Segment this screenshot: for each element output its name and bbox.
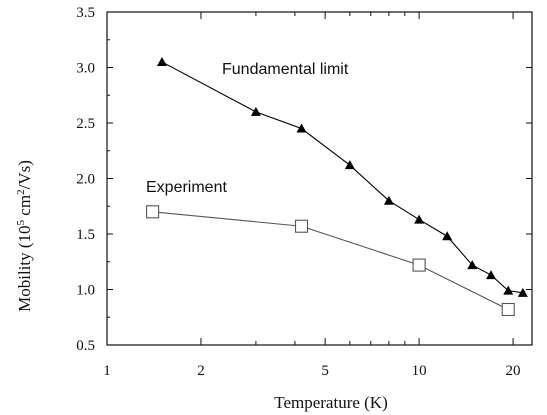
data-point-triangle bbox=[442, 231, 453, 241]
data-point-triangle bbox=[296, 123, 307, 133]
data-point-square bbox=[146, 205, 160, 219]
y-tick-label: 3.5 bbox=[76, 5, 95, 21]
data-point-triangle bbox=[156, 56, 167, 66]
data-point-square bbox=[294, 219, 309, 233]
y-tick-label: 2.0 bbox=[76, 172, 95, 188]
series-layer bbox=[146, 56, 528, 317]
data-point-triangle bbox=[517, 287, 528, 297]
x-tick-label: 1 bbox=[103, 363, 111, 379]
data-point-triangle bbox=[250, 106, 261, 116]
y-tick-label: 1.5 bbox=[76, 227, 95, 243]
x-tick-label: 2 bbox=[197, 363, 205, 379]
x-tick-label: 5 bbox=[321, 363, 329, 379]
data-point-triangle bbox=[344, 160, 355, 170]
y-axis-ticks: 0.5 1.0 1.5 2.0 2.5 3.0 3.5 bbox=[76, 5, 532, 354]
y-tick-label: 1.0 bbox=[76, 283, 95, 299]
y-tick-label: 0.5 bbox=[76, 338, 95, 354]
data-point-triangle bbox=[503, 285, 514, 295]
fundamental-limit-label: Fundamental limit bbox=[222, 61, 349, 78]
y-axis-title: Mobility (105 cm2/Vs) bbox=[15, 160, 34, 312]
data-point-square bbox=[501, 302, 515, 317]
series-fundamental-limit bbox=[156, 56, 528, 297]
data-point-square bbox=[412, 258, 426, 272]
x-axis-ticks: 1 2 5 10 20 bbox=[103, 12, 521, 379]
data-point-triangle bbox=[467, 260, 478, 270]
series-experiment bbox=[146, 205, 515, 317]
data-point-triangle bbox=[414, 214, 425, 224]
y-tick-label: 2.5 bbox=[76, 116, 95, 132]
x-axis-title: Temperature (K) bbox=[274, 393, 388, 412]
y-tick-label: 3.0 bbox=[76, 61, 95, 77]
series-line bbox=[161, 61, 523, 294]
data-point-triangle bbox=[383, 195, 394, 205]
x-tick-label: 20 bbox=[506, 363, 521, 379]
data-point-triangle bbox=[486, 270, 497, 280]
experiment-label: Experiment bbox=[146, 179, 227, 196]
x-tick-label: 10 bbox=[412, 363, 427, 379]
series-line bbox=[152, 211, 509, 310]
